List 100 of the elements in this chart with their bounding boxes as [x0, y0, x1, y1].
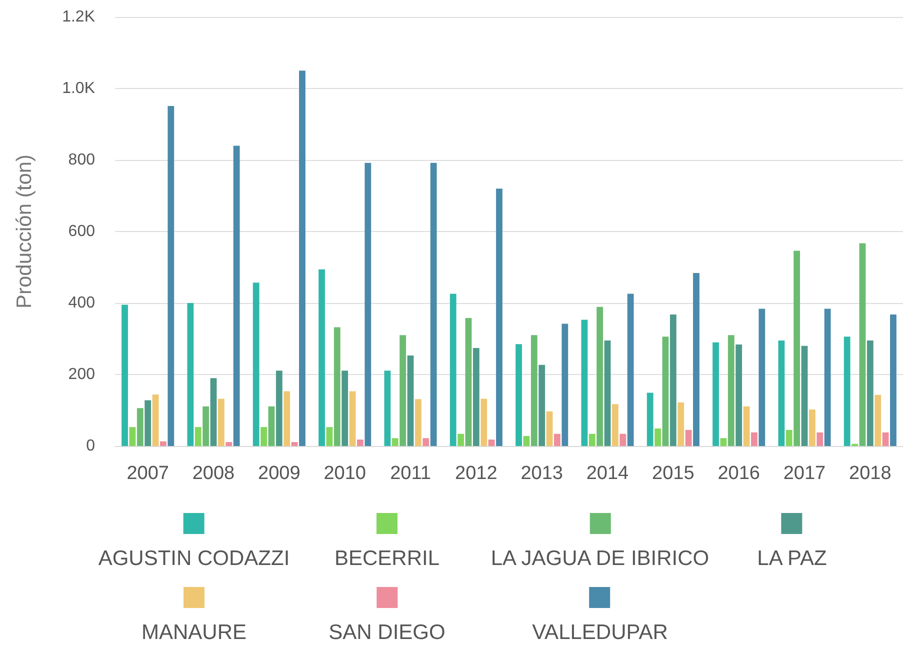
bar — [122, 304, 128, 446]
bar — [384, 370, 391, 446]
bar — [646, 392, 654, 446]
legend-label: BECERRIL — [334, 547, 440, 570]
bar — [202, 406, 210, 446]
bar — [844, 336, 850, 446]
y-tick-label: 400 — [68, 294, 96, 312]
bar — [422, 438, 430, 446]
bar — [859, 243, 866, 446]
bar — [194, 427, 202, 446]
bar — [407, 356, 414, 446]
bar — [588, 434, 596, 446]
bar — [480, 398, 488, 446]
bar — [751, 432, 758, 446]
bar — [728, 335, 734, 446]
bar — [318, 269, 325, 446]
x-tick-label: 2010 — [324, 463, 366, 484]
bar — [472, 348, 480, 446]
x-tick-label: 2014 — [586, 463, 630, 484]
x-tick-label: 2011 — [390, 463, 431, 484]
bar — [129, 427, 136, 446]
legend-label: AGUSTIN CODAZZI — [98, 547, 290, 570]
y-tick-label: 200 — [68, 366, 96, 383]
bar — [794, 250, 800, 446]
bar — [612, 404, 618, 446]
bar — [357, 440, 364, 446]
bar — [824, 308, 831, 446]
bar — [816, 432, 824, 446]
bar — [144, 400, 152, 446]
bar — [654, 428, 661, 446]
x-tick-label: 2007 — [126, 463, 169, 484]
bar — [516, 344, 522, 446]
bar — [678, 402, 684, 446]
bar — [685, 430, 692, 446]
y-tick-label: 1.2K — [62, 8, 96, 26]
bar — [530, 335, 538, 446]
bar — [808, 410, 816, 446]
y-tick-label: 600 — [68, 223, 96, 240]
bar — [890, 314, 896, 446]
y-tick-label: 0 — [86, 438, 96, 454]
bar — [210, 378, 217, 446]
bar — [523, 436, 530, 446]
bar — [720, 438, 727, 446]
bar — [627, 294, 634, 446]
bar — [349, 391, 356, 446]
bar — [136, 408, 144, 446]
bar — [342, 370, 348, 446]
bar — [662, 336, 669, 446]
x-tick-label: 2013 — [520, 463, 563, 484]
x-tick-label: 2017 — [783, 463, 826, 484]
bar — [604, 340, 611, 446]
bar — [546, 411, 553, 446]
bar — [450, 294, 456, 446]
bar — [554, 434, 560, 446]
bar — [284, 391, 290, 446]
bar — [736, 344, 742, 446]
bar — [276, 370, 282, 446]
bar — [400, 335, 406, 446]
x-tick-label: 2012 — [455, 463, 498, 484]
bar — [801, 346, 808, 446]
bar — [758, 308, 766, 446]
bar — [414, 399, 422, 446]
bar — [778, 340, 785, 446]
bar — [291, 442, 298, 446]
bar — [392, 438, 398, 446]
legend-label: VALLEDUPAR — [532, 621, 668, 644]
legend-label: LA PAZ — [757, 547, 827, 570]
bar — [562, 324, 568, 446]
bar — [786, 430, 792, 446]
bar — [670, 314, 676, 446]
bar — [866, 340, 874, 446]
legend-label: LA JAGUA DE IBIRICO — [490, 547, 710, 570]
bar — [334, 327, 340, 446]
bar — [326, 427, 333, 446]
bar — [596, 306, 604, 446]
bar — [581, 320, 588, 446]
bar — [299, 70, 306, 446]
bar — [160, 441, 166, 446]
x-tick-label: 2015 — [652, 463, 694, 484]
bar — [488, 440, 495, 446]
bar — [233, 146, 240, 446]
x-tick-label: 2018 — [849, 463, 892, 484]
bar — [430, 162, 437, 446]
bar — [882, 432, 889, 446]
bar — [712, 342, 719, 446]
bar — [226, 442, 232, 446]
bar — [187, 303, 194, 446]
bar — [496, 188, 502, 446]
bar — [620, 434, 626, 446]
y-axis-title: Producción (ton) — [13, 154, 36, 309]
bar — [260, 427, 267, 446]
x-tick-label: 2008 — [192, 463, 235, 484]
bar — [743, 406, 750, 446]
bar — [152, 394, 159, 446]
bar — [168, 106, 174, 446]
y-tick-label: 800 — [68, 152, 96, 168]
bar — [538, 364, 546, 446]
bar — [458, 434, 464, 446]
x-tick-label: 2016 — [718, 463, 760, 484]
bar — [465, 318, 472, 446]
